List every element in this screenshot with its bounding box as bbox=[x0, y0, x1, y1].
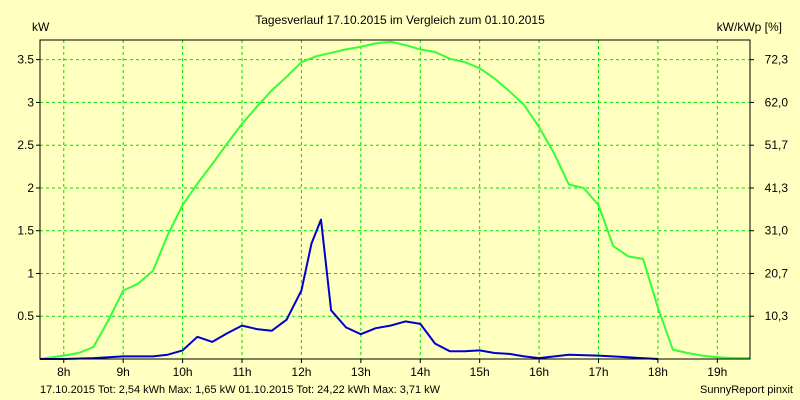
y-left-tick-label-0: 0.5 bbox=[17, 309, 34, 323]
series-lines bbox=[39, 40, 750, 360]
chart-title: Tagesverlauf 17.10.2015 im Vergleich zum… bbox=[255, 13, 545, 27]
y-right-tick-label-4: 51,7 bbox=[765, 138, 789, 152]
y-right-tick-label-6: 72,3 bbox=[765, 53, 789, 67]
series-line-2 bbox=[39, 40, 750, 360]
x-tick-label-0: 8h bbox=[57, 365, 70, 379]
series-line-1 bbox=[40, 218, 658, 360]
y-right-tick-label-0: 10,3 bbox=[765, 309, 789, 323]
x-tick-label-1: 9h bbox=[117, 365, 130, 379]
y-left-tick-label-1: 1 bbox=[27, 266, 34, 280]
x-tick-label-10: 18h bbox=[648, 365, 668, 379]
y-left-tick-label-5: 3 bbox=[27, 95, 34, 109]
y-axis-left: 0.5 1 1.5 2 2.5 3 3.5 bbox=[17, 53, 40, 323]
x-axis: 8h 9h 10h 11h 12h 13h 14h 15h 16h 17h 18h 19h bbox=[57, 359, 727, 379]
y-right-tick-label-5: 62,0 bbox=[765, 95, 789, 109]
y-axis-label-right: kW/kWp [%] bbox=[717, 20, 782, 34]
x-tick-label-7: 15h bbox=[470, 365, 490, 379]
y-left-tick-label-4: 2.5 bbox=[17, 138, 34, 152]
x-tick-label-9: 17h bbox=[588, 365, 608, 379]
y-left-tick-label-2: 1.5 bbox=[17, 224, 34, 238]
plot-frame bbox=[39, 39, 751, 360]
grid bbox=[40, 40, 750, 359]
y-right-tick-label-2: 31,0 bbox=[765, 224, 789, 238]
x-tick-label-3: 11h bbox=[232, 365, 251, 379]
y-right-tick-label-1: 20,7 bbox=[765, 266, 789, 280]
legend-entry-series-2: 01.10.2015 Tot: 24,22 kWh Max: 3,71 kW bbox=[238, 384, 440, 396]
x-tick-label-11: 19h bbox=[707, 365, 727, 379]
y-left-tick-label-3: 2 bbox=[27, 181, 34, 195]
y-right-tick-label-3: 41,3 bbox=[765, 181, 789, 195]
x-tick-label-6: 14h bbox=[410, 365, 430, 379]
x-tick-label-5: 13h bbox=[351, 365, 371, 379]
y-axis-right: 10,3 20,7 31,0 41,3 51,7 62,0 72,3 bbox=[750, 53, 789, 323]
y-left-tick-label-6: 3.5 bbox=[17, 53, 34, 67]
x-tick-label-2: 10h bbox=[173, 365, 193, 379]
footer-credit: SunnyReport pinxit bbox=[700, 384, 793, 396]
y-axis-label-left: kW bbox=[32, 20, 50, 34]
x-tick-label-4: 12h bbox=[291, 365, 311, 379]
x-tick-label-8: 16h bbox=[529, 365, 549, 379]
legend-entry-series-1: 17.10.2015 Tot: 2,54 kWh Max: 1,65 kW bbox=[40, 384, 236, 396]
